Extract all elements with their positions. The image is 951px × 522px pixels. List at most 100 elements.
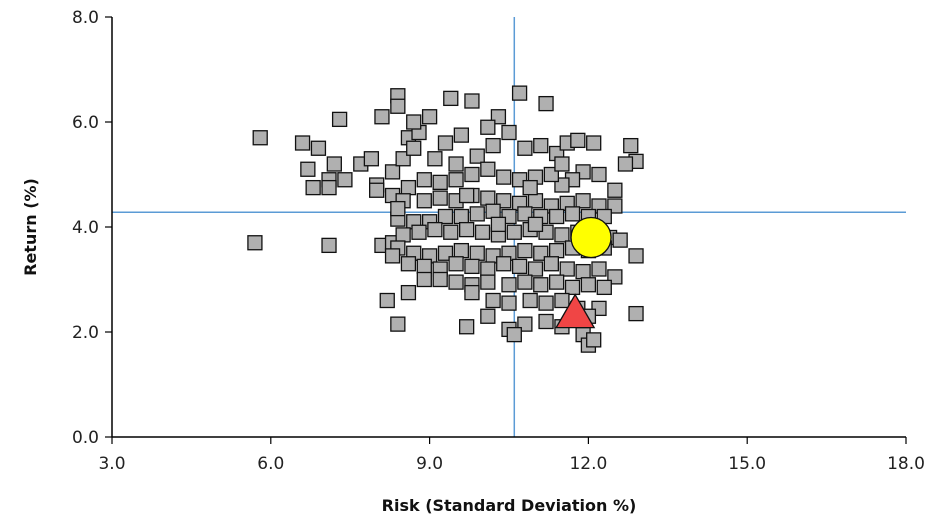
data-point bbox=[554, 156, 570, 172]
data-point bbox=[623, 137, 639, 154]
data-point bbox=[464, 258, 480, 275]
data-point bbox=[448, 156, 464, 172]
data-point bbox=[538, 95, 554, 112]
data-point bbox=[559, 261, 575, 277]
data-point bbox=[321, 237, 337, 254]
data-point bbox=[517, 140, 533, 156]
data-point bbox=[480, 274, 496, 290]
x-tick-label: 18.0 bbox=[887, 454, 925, 474]
data-point bbox=[464, 166, 480, 183]
data-point bbox=[443, 224, 459, 240]
data-point bbox=[527, 193, 544, 209]
highlight-triangle-point bbox=[555, 293, 596, 329]
data-point bbox=[474, 224, 491, 240]
data-point bbox=[480, 261, 496, 277]
data-point bbox=[437, 135, 454, 151]
data-point bbox=[628, 248, 644, 264]
data-point bbox=[448, 172, 464, 188]
data-point bbox=[469, 148, 485, 164]
data-point bbox=[596, 279, 612, 296]
data-point bbox=[379, 292, 395, 309]
data-point bbox=[501, 124, 517, 141]
data-point bbox=[300, 161, 316, 177]
data-point bbox=[432, 271, 448, 288]
x-tick-label: 9.0 bbox=[416, 454, 443, 474]
data-point bbox=[416, 172, 432, 188]
data-point bbox=[331, 111, 348, 128]
data-point bbox=[485, 203, 501, 219]
data-point bbox=[321, 179, 337, 196]
data-point bbox=[337, 172, 353, 188]
data-point bbox=[490, 216, 507, 233]
data-point bbox=[374, 109, 390, 125]
data-points bbox=[247, 85, 644, 353]
data-point bbox=[443, 90, 459, 107]
data-point bbox=[294, 135, 311, 151]
data-point bbox=[485, 137, 501, 154]
data-point bbox=[400, 179, 417, 196]
data-point bbox=[527, 216, 544, 233]
data-point bbox=[575, 193, 591, 209]
y-axis-ticks: 0.0 2.0 4.0 6.0 8.0 bbox=[72, 8, 112, 448]
data-point bbox=[480, 308, 496, 324]
data-point bbox=[469, 206, 485, 222]
data-point bbox=[427, 151, 443, 167]
data-point bbox=[416, 258, 432, 275]
data-point bbox=[400, 284, 417, 301]
data-point bbox=[390, 200, 406, 217]
data-point bbox=[511, 85, 528, 101]
data-point bbox=[469, 245, 485, 261]
data-point bbox=[369, 182, 385, 198]
data-point bbox=[533, 277, 549, 293]
data-point bbox=[448, 274, 464, 290]
data-point bbox=[459, 221, 475, 238]
data-point bbox=[416, 193, 432, 209]
data-point bbox=[459, 187, 475, 204]
data-point bbox=[406, 114, 422, 130]
data-point bbox=[485, 292, 501, 309]
data-point bbox=[554, 292, 570, 309]
data-point bbox=[448, 256, 464, 272]
data-point bbox=[310, 140, 327, 156]
data-point bbox=[570, 132, 586, 149]
data-point bbox=[548, 208, 565, 225]
data-point bbox=[511, 258, 528, 275]
y-tick-label: 0.0 bbox=[72, 428, 99, 448]
data-point bbox=[305, 179, 321, 196]
data-point bbox=[416, 271, 432, 288]
data-point bbox=[586, 135, 602, 151]
data-point bbox=[580, 277, 597, 293]
y-tick-label: 8.0 bbox=[72, 8, 99, 28]
data-point bbox=[617, 156, 634, 172]
x-tick-label: 6.0 bbox=[257, 454, 284, 474]
data-point bbox=[564, 206, 581, 222]
data-point bbox=[522, 292, 538, 309]
y-tick-label: 2.0 bbox=[72, 323, 99, 343]
data-point bbox=[252, 130, 268, 146]
data-point bbox=[326, 156, 342, 172]
data-point bbox=[501, 295, 517, 311]
data-point bbox=[612, 232, 628, 248]
data-point bbox=[506, 326, 522, 343]
data-point bbox=[586, 332, 602, 348]
data-point bbox=[548, 242, 565, 259]
data-point bbox=[384, 164, 401, 180]
data-point bbox=[406, 140, 422, 156]
x-axis-title: Risk (Standard Deviation %) bbox=[382, 496, 637, 515]
data-point bbox=[527, 261, 544, 277]
data-point bbox=[464, 284, 480, 301]
data-point bbox=[538, 313, 554, 330]
data-point bbox=[501, 277, 517, 293]
data-point bbox=[628, 305, 644, 322]
data-point bbox=[538, 295, 554, 311]
data-point bbox=[543, 256, 559, 272]
x-axis-ticks: 3.0 6.0 9.0 12.0 15.0 18.0 bbox=[98, 437, 925, 474]
data-point bbox=[591, 261, 607, 277]
y-axis-title: Return (%) bbox=[21, 178, 40, 276]
data-point bbox=[400, 256, 417, 272]
data-point bbox=[459, 319, 475, 335]
data-point bbox=[453, 127, 470, 143]
data-point bbox=[517, 274, 533, 290]
data-point bbox=[432, 190, 448, 206]
x-tick-label: 3.0 bbox=[98, 454, 125, 474]
